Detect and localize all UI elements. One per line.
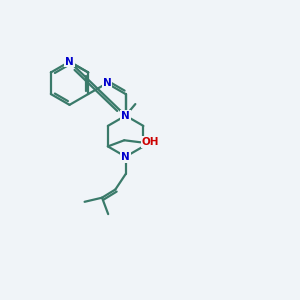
Text: N: N bbox=[121, 111, 130, 121]
Text: N: N bbox=[103, 78, 111, 88]
Text: N: N bbox=[121, 152, 130, 162]
Text: OH: OH bbox=[142, 137, 159, 147]
Text: N: N bbox=[65, 57, 74, 67]
